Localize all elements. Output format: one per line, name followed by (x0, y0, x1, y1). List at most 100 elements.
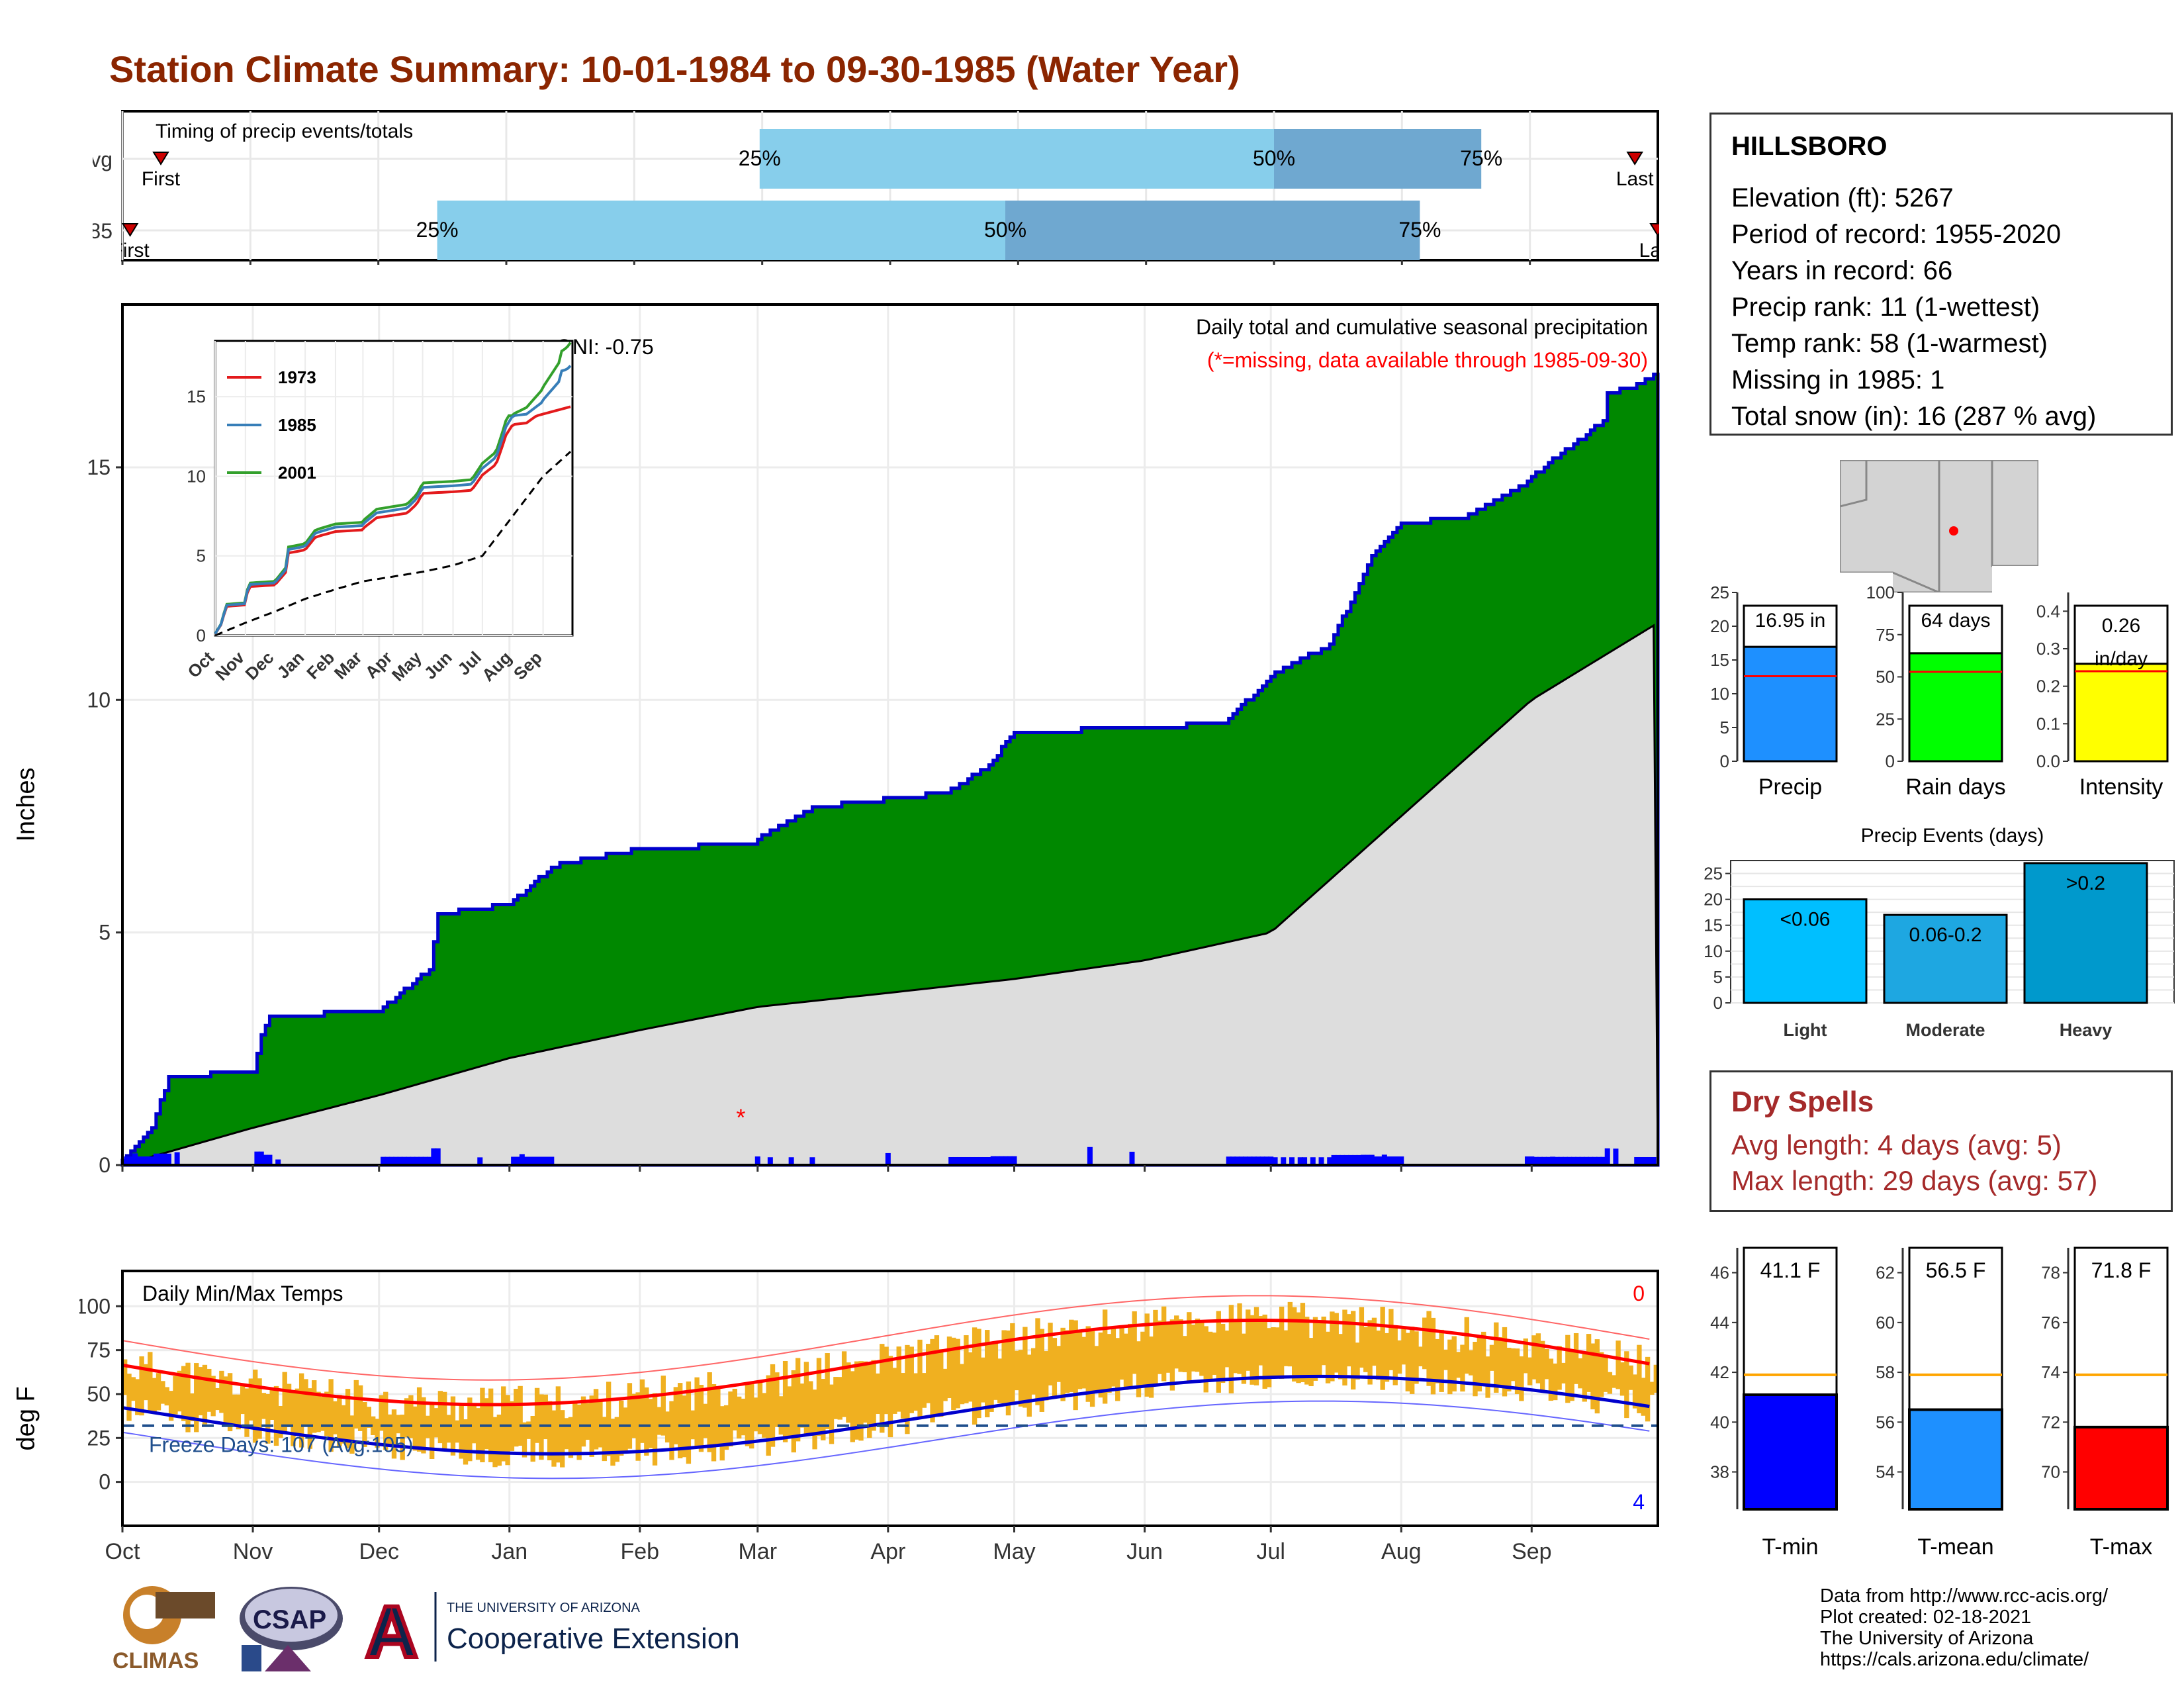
daily-temp-range-bar (383, 1391, 388, 1450)
dry-spells-box: Dry Spells Avg length: 4 days (avg: 5) M… (1709, 1070, 2173, 1212)
daily-precip-bar (1238, 1156, 1244, 1165)
daily-temp-range-bar (547, 1401, 553, 1461)
record-low-count: 4 (1633, 1490, 1645, 1514)
daily-precip-bar (956, 1156, 962, 1165)
daily-temp-range-bar (782, 1360, 788, 1442)
daily-temp-range-bar (942, 1368, 948, 1401)
daily-temp-range-bar (1641, 1378, 1646, 1416)
daily-temp-range-bar (1439, 1329, 1444, 1392)
daily-temp-range-bar (1056, 1346, 1062, 1382)
daily-temp-range-bar (715, 1389, 721, 1444)
daily-temp-range-bar (576, 1404, 582, 1460)
y-tick-label: 0.2 (2036, 677, 2060, 696)
x-tick-label: Feb (621, 1539, 660, 1564)
daily-temp-range-bar (1044, 1351, 1049, 1401)
daily-temp-range-bar (803, 1362, 809, 1436)
daily-temp-range-bar (1371, 1317, 1377, 1366)
inset-legend-label: 1985 (278, 415, 316, 435)
daily-temp-range-bar (787, 1386, 792, 1438)
daily-temp-range-bar (471, 1403, 477, 1444)
daily-temp-range-bar (741, 1398, 746, 1436)
daily-temp-range-bar (627, 1383, 633, 1449)
daily-temp-range-bar (555, 1386, 561, 1463)
daily-temp-range-bar (1064, 1330, 1070, 1393)
daily-temp-range-bar (1443, 1349, 1449, 1370)
temp-bar-label: T-mean (1917, 1534, 1993, 1560)
daily-temp-range-bar (543, 1394, 548, 1440)
quantile-bar-25-50 (437, 201, 1005, 260)
daily-temp-range-bar (442, 1391, 447, 1449)
daily-temp-range-bar (1023, 1327, 1028, 1408)
summary-bar-headroom (1908, 604, 2003, 655)
daily-temp-range-bar (514, 1389, 519, 1447)
daily-temp-range-bar (737, 1396, 742, 1439)
daily-temp-range-bar (1637, 1344, 1642, 1413)
daily-temp-range-bar (181, 1366, 187, 1421)
daily-precip-bar (128, 1156, 134, 1165)
daily-precip-bar (1634, 1156, 1640, 1165)
daily-temp-range-bar (248, 1378, 254, 1421)
daily-temp-range-bar (1195, 1318, 1201, 1372)
y-tick-label: 60 (1876, 1313, 1895, 1333)
daily-precip-bar (145, 1156, 151, 1165)
daily-temp-range-bar (808, 1381, 813, 1434)
inset-legend-label: 2001 (278, 463, 316, 483)
daily-temp-range-bar (320, 1397, 326, 1431)
daily-temp-range-bar (1271, 1327, 1276, 1378)
y-tick-label: 25 (1704, 864, 1723, 884)
daily-precip-bar (969, 1156, 975, 1165)
daily-precip-bar (961, 1156, 967, 1165)
daily-temp-range-bar (312, 1380, 317, 1433)
daily-temp-range-bar (703, 1403, 708, 1438)
daily-temp-range-bar (1473, 1342, 1478, 1397)
daily-temp-range-bar (791, 1370, 796, 1453)
daily-precip-bar (1567, 1156, 1572, 1165)
daily-precip-bar (263, 1154, 269, 1165)
daily-temp-range-bar (1253, 1307, 1259, 1385)
daily-temp-range-bar (455, 1420, 460, 1443)
daily-precip-bar (267, 1154, 273, 1165)
y-tick-label: 10 (1704, 941, 1723, 961)
daily-precip-bar (418, 1156, 424, 1165)
daily-temp-range-bar (1535, 1333, 1541, 1383)
daily-temp-range-bar (1026, 1354, 1032, 1417)
daily-temp-range-bar (1531, 1335, 1537, 1380)
summary-value-unit: in/day (2095, 648, 2148, 670)
daily-precip-bar (381, 1156, 387, 1165)
daily-temp-range-bar (1165, 1323, 1171, 1373)
daily-precip-bar (1243, 1156, 1249, 1165)
daily-precip-bar (1268, 1156, 1274, 1165)
daily-temp-range-bar (1220, 1323, 1226, 1383)
daily-temp-range-bar (1014, 1350, 1019, 1391)
daily-precip-bar (544, 1156, 550, 1165)
summary-value: 16.95 in (1755, 610, 1826, 632)
missing-note: (*=missing, data available through 1985-… (1207, 348, 1648, 372)
daily-temp-range-bar (1018, 1350, 1024, 1407)
daily-temp-range-bar (345, 1389, 351, 1449)
record-min-line (122, 1400, 1650, 1479)
inset-y-tick: 15 (187, 387, 206, 406)
daily-temp-range-bar (278, 1405, 283, 1438)
temp-bar-headroom (1908, 1246, 2003, 1411)
daily-temp-range-bar (778, 1396, 784, 1435)
y-tick-label: 20 (1710, 616, 1729, 636)
daily-temp-range-bar (539, 1394, 544, 1460)
daily-temp-range-bar (1599, 1352, 1604, 1397)
daily-temp-range-bar (160, 1381, 165, 1404)
daily-temp-range-bar (884, 1346, 889, 1415)
temp-bar (1743, 1393, 1838, 1511)
daily-temp-range-bar (711, 1383, 717, 1462)
daily-temp-range-bar (1388, 1309, 1394, 1370)
daily-precip-bar (410, 1156, 416, 1165)
daily-temp-range-bar (526, 1421, 531, 1439)
daily-temp-range-bar (1502, 1327, 1508, 1397)
inset-y-tick: 5 (197, 546, 206, 566)
daily-temp-range-bar (871, 1360, 876, 1431)
daily-temp-range-bar (1325, 1331, 1331, 1383)
daily-temp-range-bar (143, 1364, 149, 1401)
daily-temp-range-bar (391, 1409, 397, 1459)
daily-temp-range-bar (1409, 1327, 1415, 1394)
daily-temp-range-bar (1279, 1306, 1285, 1380)
y-tick-label: 46 (1710, 1263, 1729, 1283)
daily-temp-range-bar (1342, 1309, 1347, 1385)
